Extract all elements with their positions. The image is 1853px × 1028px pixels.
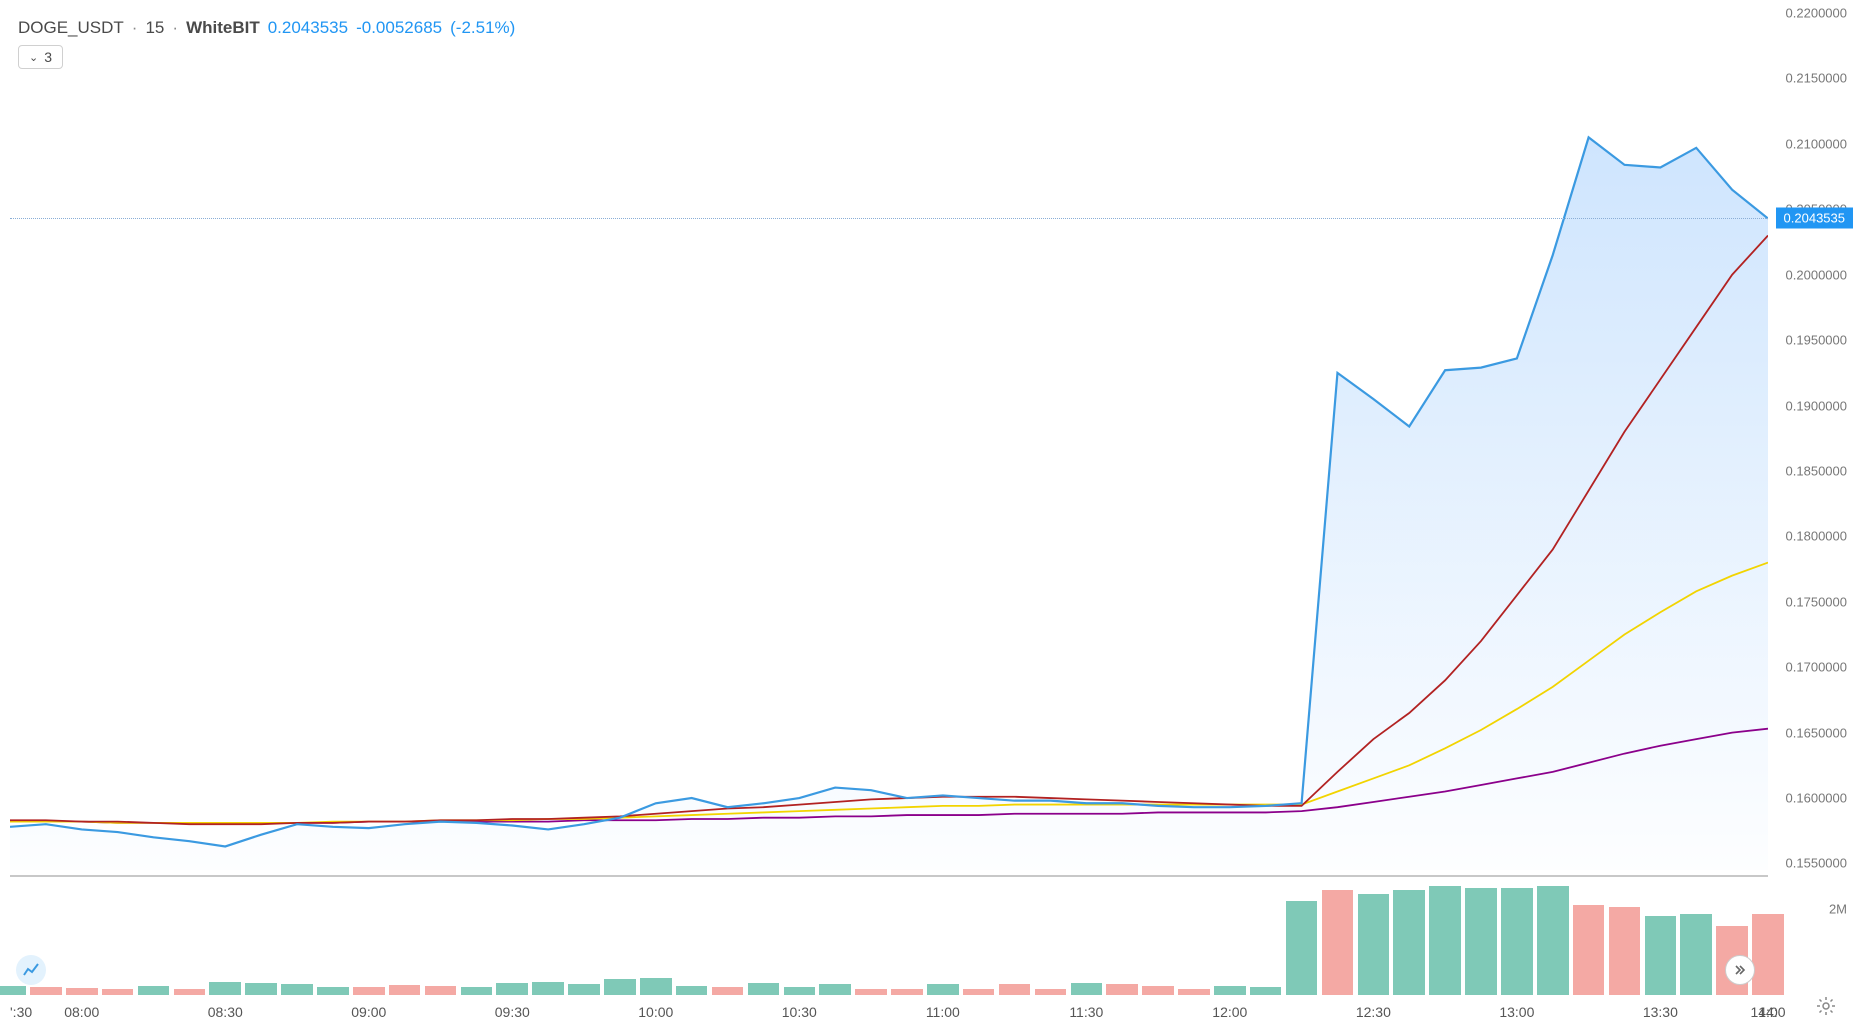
volume-bar <box>461 987 493 995</box>
settings-button[interactable] <box>1815 995 1837 1017</box>
volume-bar <box>963 989 995 995</box>
volume-bar <box>1393 890 1425 995</box>
x-tick-label: 09:00 <box>351 1004 386 1020</box>
x-tick-label: 12:00 <box>1212 1004 1247 1020</box>
volume-bar <box>1680 914 1712 995</box>
y-tick-label: 0.2150000 <box>1786 71 1853 86</box>
current-price-tag: 0.2043535 <box>1776 207 1853 228</box>
scroll-right-button[interactable] <box>1725 955 1755 985</box>
volume-bar <box>1429 886 1461 995</box>
x-tick-label: 11:30 <box>1069 1004 1103 1020</box>
volume-bar <box>891 989 923 995</box>
current-price: 0.2043535 <box>268 18 348 38</box>
volume-bar <box>138 986 170 995</box>
volume-bar <box>66 988 98 995</box>
y-tick-label: 0.1800000 <box>1786 529 1853 544</box>
volume-bar <box>784 987 816 995</box>
volume-bar <box>1537 886 1569 995</box>
volume-bar <box>855 989 887 995</box>
y-tick-label: 0.1950000 <box>1786 333 1853 348</box>
current-price-line <box>10 218 1768 219</box>
chart-container: 0.22000000.21500000.21000000.20500000.20… <box>0 0 1853 1027</box>
volume-bar <box>1465 888 1497 995</box>
volume-bar <box>1178 989 1210 995</box>
volume-bar <box>748 983 780 995</box>
x-tick-label: 12:30 <box>1356 1004 1391 1020</box>
volume-bar <box>676 986 708 995</box>
y-tick-label: 0.1750000 <box>1786 594 1853 609</box>
volume-chart[interactable] <box>10 875 1768 995</box>
volume-bar <box>568 984 600 995</box>
y-tick-label: 0.1550000 <box>1786 856 1853 871</box>
price-area <box>10 137 1768 870</box>
volume-bar <box>999 984 1031 995</box>
volume-bar <box>712 987 744 995</box>
y-tick-label: 0.1850000 <box>1786 463 1853 478</box>
volume-bar <box>1322 890 1354 995</box>
x-tick-label: ':30 <box>10 1004 32 1020</box>
y-tick-label: 0.1650000 <box>1786 725 1853 740</box>
x-tick-label: 13:30 <box>1643 1004 1678 1020</box>
volume-y-axis: 2M <box>1768 875 1853 995</box>
chevron-double-right-icon <box>1733 963 1747 977</box>
volume-bar <box>640 978 672 995</box>
volume-bar <box>532 982 564 995</box>
volume-bar <box>281 984 313 995</box>
price-chart[interactable] <box>10 0 1768 870</box>
volume-bar <box>1035 989 1067 995</box>
chart-header: DOGE_USDT · 15 · WhiteBIT 0.2043535 -0.0… <box>18 18 515 38</box>
volume-bar <box>1071 983 1103 995</box>
price-y-axis: 0.22000000.21500000.21000000.20500000.20… <box>1768 0 1853 870</box>
volume-bar <box>1501 888 1533 995</box>
symbol-label[interactable]: DOGE_USDT <box>18 18 124 38</box>
volume-bar <box>819 984 851 995</box>
volume-bar <box>1609 907 1641 995</box>
volume-bar <box>353 987 385 995</box>
y-tick-label: 0.1700000 <box>1786 660 1853 675</box>
volume-tick-label: 2M <box>1829 902 1847 917</box>
volume-bar <box>604 979 636 995</box>
volume-bar <box>496 983 528 995</box>
x-tick-label: 10:30 <box>782 1004 817 1020</box>
volume-bar <box>1286 901 1318 995</box>
exchange-label[interactable]: WhiteBIT <box>186 18 260 38</box>
volume-bar <box>1250 987 1282 995</box>
volume-bar <box>1214 986 1246 995</box>
y-tick-label: 0.2200000 <box>1786 6 1853 21</box>
volume-bar <box>245 983 277 995</box>
separator: · <box>172 18 178 38</box>
y-tick-label: 0.1600000 <box>1786 791 1853 806</box>
volume-bar <box>1645 916 1677 995</box>
y-tick-label: 0.2000000 <box>1786 267 1853 282</box>
x-tick-label: 08:30 <box>208 1004 243 1020</box>
price-change-abs: -0.0052685 <box>356 18 442 38</box>
volume-bar <box>1142 986 1174 995</box>
volume-bar <box>425 986 457 995</box>
x-tick-label: 13:00 <box>1499 1004 1534 1020</box>
volume-bar <box>30 987 62 995</box>
volume-bar <box>209 982 241 995</box>
volume-bar <box>927 984 959 995</box>
volume-bar <box>102 989 134 995</box>
interval-label[interactable]: 15 <box>145 18 164 38</box>
x-tick-label: 10:00 <box>638 1004 673 1020</box>
x-tick-label: 09:30 <box>495 1004 530 1020</box>
volume-bar <box>317 987 349 995</box>
x-tick-label: 14: <box>1758 1004 1777 1020</box>
y-tick-label: 0.1900000 <box>1786 398 1853 413</box>
volume-bar <box>0 986 26 995</box>
volume-bar <box>1573 905 1605 995</box>
x-tick-label: 11:00 <box>926 1004 960 1020</box>
volume-bar <box>174 989 206 995</box>
chart-type-icon[interactable] <box>16 955 46 985</box>
separator: · <box>132 18 138 38</box>
volume-bar <box>1358 894 1390 995</box>
gear-icon <box>1815 995 1837 1017</box>
price-change-pct: (-2.51%) <box>450 18 515 38</box>
volume-bar <box>389 985 421 995</box>
x-tick-label: 08:00 <box>64 1004 99 1020</box>
y-tick-label: 0.2100000 <box>1786 136 1853 151</box>
volume-bar <box>1106 984 1138 995</box>
time-x-axis: ':30 08:00 08:30 09:00 09:30 10:00 10:30 11:00 1… <box>10 998 1768 1028</box>
